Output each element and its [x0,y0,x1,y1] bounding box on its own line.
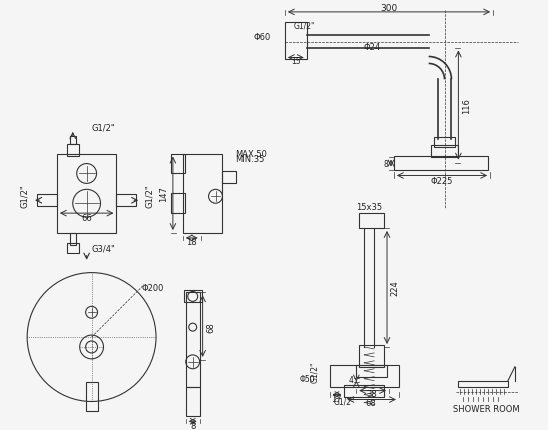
Bar [67,144,79,156]
Bar [116,195,136,207]
Bar [433,138,455,147]
Text: 116: 116 [462,98,471,114]
Text: G1/2": G1/2" [92,123,115,132]
Text: Φ200: Φ200 [141,283,163,292]
Bar [70,233,76,245]
Bar [359,214,384,228]
Bar [171,194,185,214]
Text: G1/2": G1/2" [311,361,319,383]
Text: 68: 68 [206,321,215,332]
Text: SHOWER ROOM: SHOWER ROOM [453,404,520,413]
Text: 300: 300 [380,4,398,13]
Text: 147: 147 [159,186,168,202]
Bar [394,156,488,170]
Bar [285,23,307,60]
Text: 8: 8 [384,160,389,169]
Text: G1/2": G1/2" [145,184,153,208]
Bar [183,154,222,233]
Text: 17: 17 [331,394,342,403]
Bar [184,291,202,303]
Bar [344,385,384,396]
Text: MAX.50: MAX.50 [235,150,267,159]
Bar [356,365,387,377]
Text: G1/2": G1/2" [294,21,316,30]
Bar [222,172,236,184]
Text: 224: 224 [390,280,399,296]
Text: 66: 66 [81,213,92,222]
Bar [431,145,458,157]
Text: 38: 38 [367,389,378,398]
Bar [171,154,185,174]
Bar [458,381,508,387]
Bar [329,365,399,387]
Text: Φ60: Φ60 [254,33,271,42]
Bar [67,243,79,253]
Text: Φ50: Φ50 [300,374,316,383]
Bar [57,154,116,233]
Bar [70,136,76,144]
Bar [186,293,199,387]
Text: 8: 8 [190,421,196,430]
Text: G1/2": G1/2" [20,184,28,208]
Bar [85,382,98,412]
Text: 4: 4 [349,375,354,384]
Text: MIN.35: MIN.35 [235,155,265,164]
Text: 15: 15 [291,57,301,66]
Bar [37,195,57,207]
Text: 15x35: 15x35 [356,202,383,211]
Bar [186,387,199,416]
Text: G3/4": G3/4" [92,244,115,253]
Text: 18: 18 [186,238,197,247]
Text: G1/2": G1/2" [334,397,355,406]
Text: Φ24: Φ24 [363,43,381,52]
Bar [359,345,384,367]
Text: Φ225: Φ225 [430,176,453,185]
Text: 68: 68 [366,398,376,407]
